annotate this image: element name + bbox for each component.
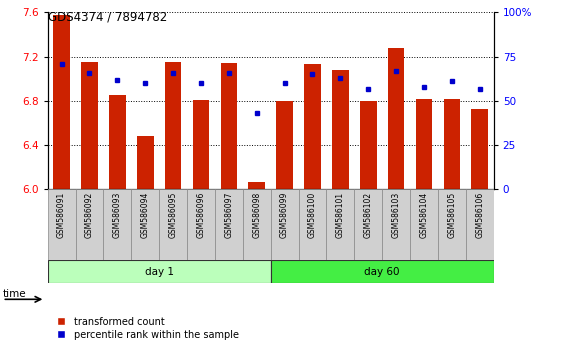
Bar — [187, 189, 215, 260]
Bar — [332, 70, 349, 189]
Text: GSM586095: GSM586095 — [169, 192, 178, 238]
Bar — [220, 63, 237, 189]
Text: GSM586097: GSM586097 — [224, 192, 233, 238]
Bar — [48, 260, 270, 283]
Text: GSM586102: GSM586102 — [364, 192, 373, 238]
Text: time: time — [2, 289, 26, 299]
Bar — [137, 136, 154, 189]
Bar — [410, 189, 438, 260]
Bar — [165, 62, 181, 189]
Bar — [103, 189, 131, 260]
Bar — [159, 189, 187, 260]
Bar — [215, 189, 243, 260]
Text: GSM586104: GSM586104 — [420, 192, 429, 238]
Bar — [270, 260, 494, 283]
Bar — [270, 189, 298, 260]
Text: day 60: day 60 — [365, 267, 400, 277]
Bar — [192, 100, 209, 189]
Text: GSM586091: GSM586091 — [57, 192, 66, 238]
Text: GSM586093: GSM586093 — [113, 192, 122, 238]
Bar — [304, 64, 321, 189]
Text: GSM586098: GSM586098 — [252, 192, 261, 238]
Bar — [48, 189, 76, 260]
Bar — [327, 189, 355, 260]
Bar — [471, 109, 488, 189]
Text: GSM586100: GSM586100 — [308, 192, 317, 238]
Bar — [438, 189, 466, 260]
Bar — [388, 48, 404, 189]
Text: GSM586096: GSM586096 — [196, 192, 205, 238]
Bar — [382, 189, 410, 260]
Bar — [298, 189, 327, 260]
Text: day 1: day 1 — [145, 267, 174, 277]
Bar — [249, 182, 265, 189]
Text: GDS4374 / 7894782: GDS4374 / 7894782 — [48, 11, 167, 24]
Bar — [360, 101, 376, 189]
Bar — [243, 189, 270, 260]
Bar — [109, 95, 126, 189]
Bar — [444, 99, 460, 189]
Bar — [276, 101, 293, 189]
Bar — [416, 99, 433, 189]
Text: GSM586094: GSM586094 — [141, 192, 150, 238]
Text: GSM586105: GSM586105 — [447, 192, 456, 238]
Text: GSM586103: GSM586103 — [392, 192, 401, 238]
Bar — [81, 62, 98, 189]
Bar — [466, 189, 494, 260]
Text: GSM586101: GSM586101 — [336, 192, 345, 238]
Legend: transformed count, percentile rank within the sample: transformed count, percentile rank withi… — [53, 313, 243, 343]
Bar — [76, 189, 103, 260]
Text: GSM586106: GSM586106 — [475, 192, 484, 238]
Text: GSM586099: GSM586099 — [280, 192, 289, 238]
Text: GSM586092: GSM586092 — [85, 192, 94, 238]
Bar — [131, 189, 159, 260]
Bar — [355, 189, 382, 260]
Bar — [53, 15, 70, 189]
